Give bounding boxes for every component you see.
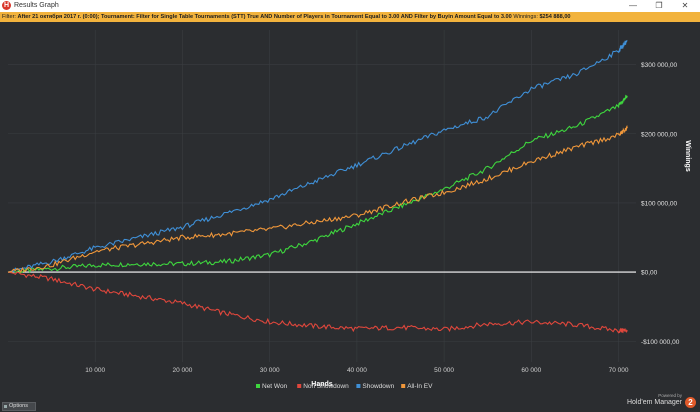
legend-label-showdown: Showdown [362,383,394,390]
options-label: Options [9,403,28,409]
plot-background [8,30,636,362]
bottom-bar: Options [0,400,700,412]
brand-footer: Powered by Hold'em Manager 2 [626,393,698,412]
legend-swatch-non-showdown [297,384,302,388]
y-axis-title: Winnings [684,140,691,172]
legend-swatch-all-in-ev [401,384,406,388]
minimize-button[interactable]: — [629,1,637,10]
x-axis-title: Hands [311,381,333,388]
filter-prefix: Filter: [2,14,16,20]
x-tick-label: 30 000 [260,367,280,374]
legend-label-all-in-ev: All-In EV [407,383,433,390]
title-bar: H Results Graph — ❐ ✕ [0,0,700,12]
series-layer [7,39,628,334]
powered-by-text: Powered by [658,393,682,398]
brand-logo-icon: 2 [685,397,696,408]
x-tick-label: 40 000 [347,367,367,374]
y-tick-label: $0,00 [641,270,658,277]
series-line-all-in-ev [7,125,628,273]
y-tick-label: $100 000,00 [641,200,678,207]
legend-label-non-showdown: Non Showdown [303,383,349,390]
x-tick-label: 20 000 [172,367,192,374]
holdem-manager-icon: H [2,1,11,10]
grid-layer [8,30,636,362]
x-tick-label: 70 000 [609,367,629,374]
legend: Net Won Non Showdown Showdown All-In EV [256,383,433,390]
axis-layer: 10 000 20 000 30 000 40 000 50 000 60 000 70 0… [85,62,691,388]
results-graph[interactable]: 10 000 20 000 30 000 40 000 50 000 60 000 70 0… [0,22,700,400]
options-grip-icon [4,405,7,408]
winnings-value: $254 888,00 [539,14,571,20]
legend-label-net-won: Net Won [262,383,288,390]
options-button[interactable]: Options [2,402,36,411]
x-tick-label: 10 000 [85,367,105,374]
maximize-button[interactable]: ❐ [655,1,663,10]
legend-swatch-showdown [356,384,361,388]
winnings-label: Winnings: [513,14,538,20]
brand-name: Hold'em Manager [626,399,682,406]
results-chart[interactable]: 10 000 20 000 30 000 40 000 50 000 60 000 70 0… [0,22,700,400]
legend-swatch-net-won [256,384,260,388]
filter-description: Filter: After 21 октября 2017 г. (0:00);… [2,13,571,21]
series-line-showdown [7,39,628,273]
filter-text: After 21 октября 2017 г. (0:00); Tournam… [17,14,512,20]
series-line-net-won [7,94,628,274]
y-tick-label: $200 000,00 [641,131,678,138]
window-title: Results Graph [14,2,59,9]
x-tick-label: 60 000 [521,367,541,374]
x-tick-label: 50 000 [434,367,454,374]
series-line-non-showdown [7,271,628,334]
y-tick-label: $300 000,00 [641,62,678,69]
close-button[interactable]: ✕ [681,1,689,10]
filter-bar[interactable]: Filter: After 21 октября 2017 г. (0:00);… [0,12,700,22]
y-tick-label: -$100 000,00 [641,339,680,346]
